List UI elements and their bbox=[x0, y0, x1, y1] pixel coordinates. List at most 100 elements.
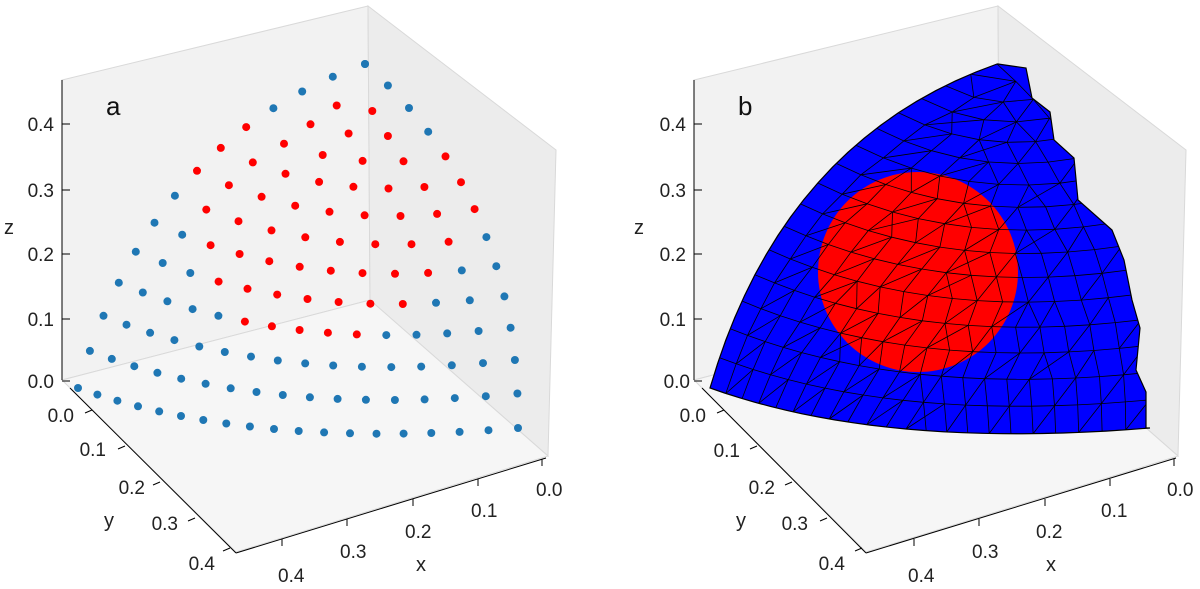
mesh-edge bbox=[835, 302, 857, 310]
mesh-edge bbox=[882, 320, 923, 343]
mesh-edge bbox=[944, 203, 964, 224]
outer-node-point bbox=[320, 428, 329, 437]
mesh-edge bbox=[1035, 117, 1050, 142]
outer-node-point bbox=[85, 346, 94, 355]
mesh-edge bbox=[1123, 374, 1126, 402]
inner-node-point bbox=[396, 212, 405, 220]
outer-node-point bbox=[269, 104, 278, 113]
mesh-edge bbox=[828, 391, 845, 420]
mesh-edge bbox=[810, 387, 826, 416]
x-axis-line bbox=[235, 457, 547, 554]
mesh-edge bbox=[984, 378, 1007, 380]
mesh-edge bbox=[972, 351, 997, 353]
mesh-edge bbox=[944, 403, 948, 432]
mesh-edge bbox=[1047, 251, 1069, 278]
mesh-edge bbox=[891, 211, 893, 238]
mesh-edge bbox=[1080, 273, 1103, 301]
inner-node-point bbox=[444, 237, 453, 246]
mesh-edge bbox=[754, 249, 770, 275]
outer-node-point bbox=[146, 328, 155, 337]
y-tick-label: 0.4 bbox=[189, 554, 216, 575]
mesh-edge bbox=[905, 428, 927, 431]
outer-node-point bbox=[412, 330, 421, 339]
z-tick-label: 0.0 bbox=[664, 372, 690, 393]
mesh-edge bbox=[1017, 163, 1030, 186]
mesh-edge bbox=[863, 394, 883, 399]
mesh-edge bbox=[866, 424, 887, 428]
mesh-edge bbox=[1083, 226, 1095, 250]
mesh-edge bbox=[774, 282, 795, 291]
outer-node-point bbox=[479, 359, 487, 368]
mesh-edge bbox=[970, 64, 998, 75]
inner-node-point bbox=[325, 207, 334, 216]
outer-node-point bbox=[131, 247, 140, 256]
mesh-edge bbox=[1015, 301, 1029, 328]
outer-node-point bbox=[514, 424, 522, 432]
outer-node-point bbox=[270, 425, 278, 433]
inner-node-point bbox=[420, 183, 429, 191]
mesh-edge bbox=[820, 332, 842, 358]
mesh-edge bbox=[911, 150, 932, 169]
mesh-edge bbox=[1041, 251, 1068, 254]
mesh-edge bbox=[911, 192, 938, 200]
mesh-edge bbox=[904, 344, 928, 349]
mesh-edge bbox=[843, 365, 860, 393]
outer-node-point bbox=[301, 359, 310, 368]
mesh-edge bbox=[939, 223, 946, 248]
mesh-edge bbox=[725, 363, 737, 394]
mesh-edge bbox=[892, 211, 919, 219]
inner-node-point bbox=[243, 284, 252, 293]
mesh-edge bbox=[877, 286, 881, 314]
mesh-edge bbox=[984, 352, 997, 379]
mesh-edge bbox=[850, 251, 875, 260]
x-axis-label: x bbox=[416, 554, 426, 576]
mesh-edge bbox=[806, 383, 826, 389]
mesh-edge bbox=[879, 368, 900, 373]
outer-node-point bbox=[346, 429, 354, 438]
inner-node-point bbox=[391, 269, 399, 278]
inner-node-point bbox=[295, 326, 304, 334]
mesh-edge bbox=[1125, 399, 1150, 403]
mesh-edge bbox=[946, 404, 966, 433]
mesh-edge bbox=[959, 157, 989, 163]
mesh-edge bbox=[752, 341, 766, 370]
mesh-edge bbox=[1078, 430, 1103, 433]
inner-node-point bbox=[332, 101, 341, 110]
outer-node-point bbox=[481, 392, 490, 401]
mesh-edge bbox=[1059, 182, 1075, 205]
mesh-edge bbox=[1067, 251, 1076, 276]
mesh-edge bbox=[814, 296, 836, 304]
y-tick-mark bbox=[854, 547, 863, 552]
mesh-edge bbox=[1093, 350, 1100, 377]
mesh-edge bbox=[971, 227, 999, 230]
mesh-edge bbox=[1040, 253, 1049, 278]
y-tick-mark bbox=[716, 409, 725, 414]
mesh-edge bbox=[973, 81, 1016, 98]
mesh-edge bbox=[790, 258, 813, 268]
inner-node-point bbox=[291, 201, 300, 210]
mesh-edge bbox=[965, 404, 988, 407]
mesh-edge bbox=[774, 258, 791, 284]
mesh-edge bbox=[1125, 427, 1150, 431]
outer-node-point bbox=[153, 368, 162, 377]
inner-node-point bbox=[295, 262, 304, 271]
mesh-edge bbox=[899, 347, 928, 373]
y-tick-mark bbox=[784, 481, 793, 486]
mesh-edge bbox=[996, 253, 1016, 278]
mesh-edge bbox=[919, 374, 924, 403]
mesh-edge bbox=[944, 403, 966, 406]
mesh-edge bbox=[991, 326, 997, 353]
mesh-edge bbox=[880, 286, 904, 292]
mesh-edge bbox=[783, 327, 821, 348]
mesh-edge bbox=[741, 369, 754, 399]
z-tick-label: 0.1 bbox=[28, 310, 54, 331]
mesh-edge bbox=[1100, 403, 1103, 432]
mesh-edge bbox=[920, 373, 942, 377]
outer-node-point bbox=[222, 419, 231, 428]
panel-b: 0.4 0.3 0.2 0.1 0.0 0.0 0.1 0.2 0.3 0.4 … bbox=[634, 4, 1193, 587]
outer-node-point bbox=[399, 429, 408, 438]
mesh-edge bbox=[868, 218, 919, 231]
mesh-edge bbox=[927, 272, 947, 296]
y-tick-label: 0.0 bbox=[48, 406, 74, 427]
mesh-edge bbox=[991, 301, 1029, 327]
